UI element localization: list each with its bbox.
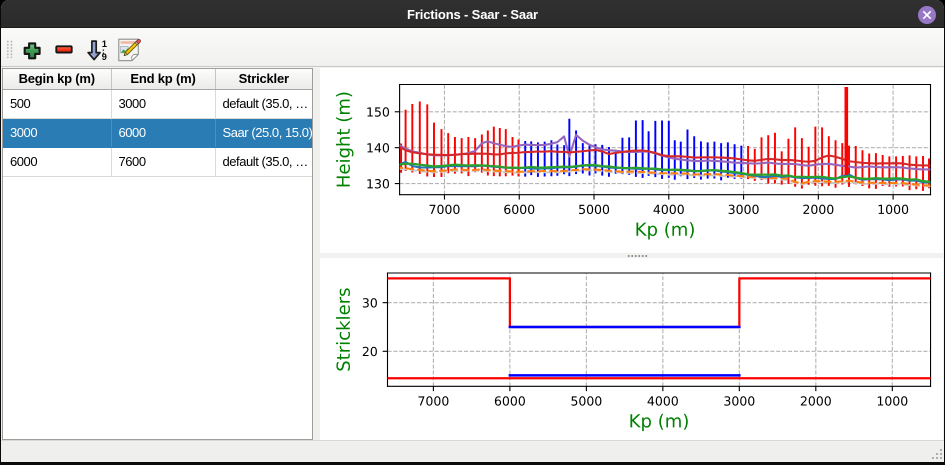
svg-text:1: 1 xyxy=(102,39,107,50)
svg-text:9: 9 xyxy=(102,52,107,61)
